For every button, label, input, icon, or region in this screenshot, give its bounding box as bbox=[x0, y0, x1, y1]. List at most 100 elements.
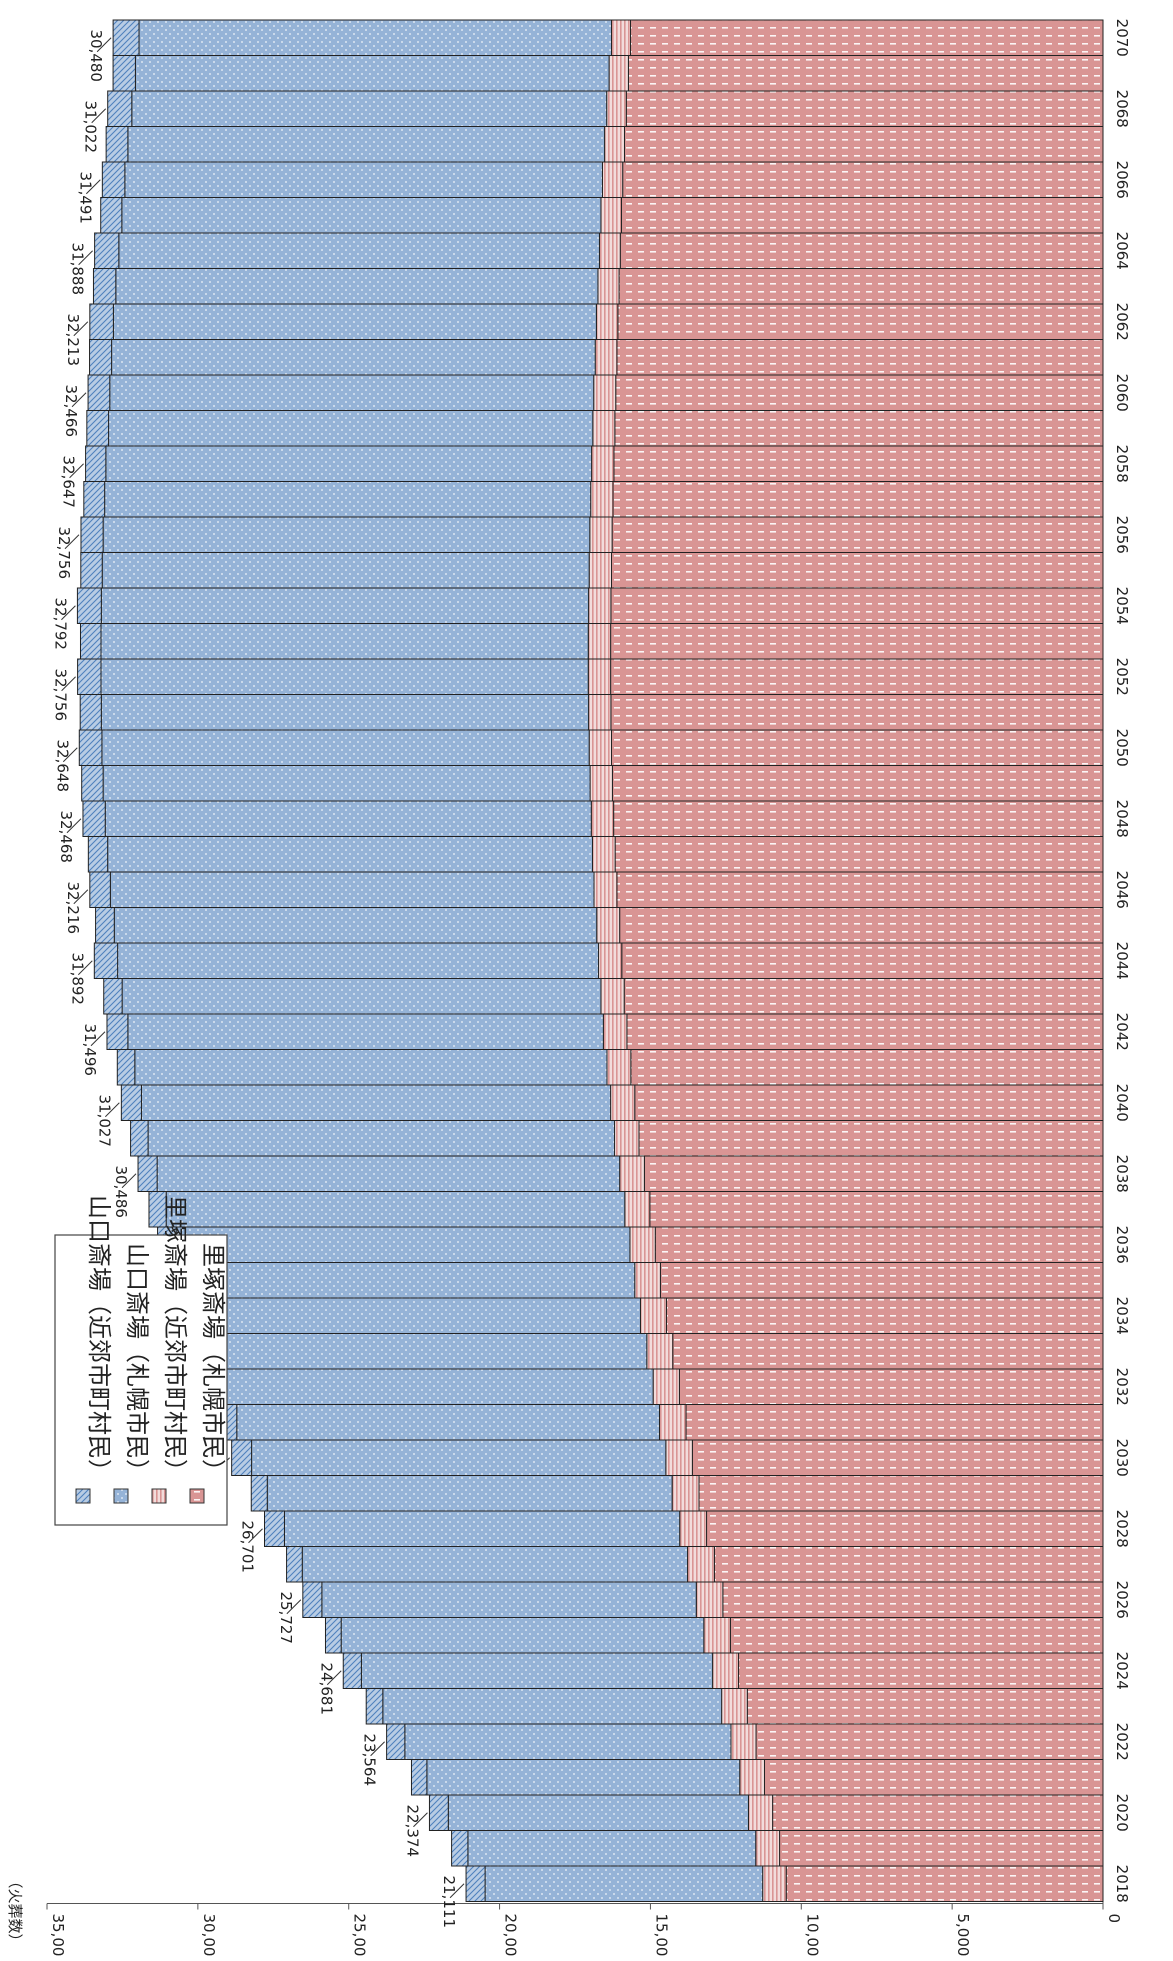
bar-satozuka-suburban bbox=[600, 197, 622, 234]
bar-yamaguchi-sapporo bbox=[100, 694, 590, 731]
legend-label: 里塚斎場（近郊市町村民） bbox=[161, 1195, 189, 1483]
category-tick-label: 2024 bbox=[1113, 1652, 1131, 1690]
bar-yamaguchi-suburban bbox=[89, 871, 111, 908]
total-leader-line bbox=[62, 747, 78, 763]
bar-satozuka-suburban bbox=[721, 1688, 748, 1725]
total-leader-line bbox=[96, 37, 112, 53]
bar-yamaguchi-suburban bbox=[85, 445, 107, 482]
category-tick-label: 2066 bbox=[1113, 161, 1131, 199]
bar-satozuka-sapporo bbox=[623, 126, 1104, 163]
bar-yamaguchi-suburban bbox=[80, 552, 103, 589]
category-tick-label: 2060 bbox=[1113, 374, 1131, 412]
bar-satozuka-suburban bbox=[652, 1368, 680, 1405]
bar-satozuka-suburban bbox=[588, 587, 612, 624]
category-tick-label: 2034 bbox=[1113, 1297, 1131, 1335]
bar-satozuka-sapporo bbox=[665, 1297, 1104, 1334]
category-tick-label: 2056 bbox=[1113, 516, 1131, 554]
bar-yamaguchi-suburban bbox=[101, 161, 126, 198]
bar-yamaguchi-suburban bbox=[86, 410, 110, 447]
value-tick-label: 20,000 bbox=[502, 1914, 520, 1958]
bar-satozuka-sapporo bbox=[619, 232, 1104, 269]
bar-satozuka-sapporo bbox=[614, 410, 1104, 447]
total-leader-line bbox=[91, 108, 107, 124]
bar-yamaguchi-sapporo bbox=[121, 978, 602, 1015]
total-leader-line bbox=[66, 818, 82, 834]
total-leader-line bbox=[104, 1102, 120, 1118]
bar-satozuka-sapporo bbox=[613, 800, 1104, 837]
bar-yamaguchi-suburban bbox=[264, 1510, 285, 1547]
bar-yamaguchi-suburban bbox=[428, 1794, 449, 1831]
bar-satozuka-sapporo bbox=[729, 1617, 1104, 1654]
bar-yamaguchi-sapporo bbox=[102, 516, 591, 553]
bar-yamaguchi-suburban bbox=[286, 1546, 303, 1583]
category-tick-label: 2064 bbox=[1113, 232, 1131, 270]
bar-yamaguchi-sapporo bbox=[134, 1049, 608, 1086]
bar-yamaguchi-suburban bbox=[80, 516, 104, 553]
bar-yamaguchi-suburban bbox=[130, 1120, 149, 1157]
bar-yamaguchi-sapporo bbox=[115, 268, 599, 305]
bar-yamaguchi-sapporo bbox=[175, 1226, 631, 1263]
bar-satozuka-sapporo bbox=[630, 1049, 1104, 1086]
bar-satozuka-suburban bbox=[762, 1865, 787, 1902]
bar-satozuka-sapporo bbox=[613, 445, 1104, 482]
bar-satozuka-suburban bbox=[606, 1049, 632, 1086]
value-tick-label: 30,000 bbox=[200, 1914, 218, 1958]
bar-yamaguchi-sapporo bbox=[109, 871, 595, 908]
bar-satozuka-suburban bbox=[591, 836, 616, 873]
bar-satozuka-sapporo bbox=[706, 1510, 1104, 1547]
bar-satozuka-suburban bbox=[590, 481, 614, 518]
bar-satozuka-suburban bbox=[665, 1439, 693, 1476]
bar-yamaguchi-sapporo bbox=[109, 374, 595, 411]
bar-yamaguchi-sapporo bbox=[447, 1794, 749, 1831]
bar-yamaguchi-sapporo bbox=[101, 552, 590, 589]
bar-yamaguchi-suburban bbox=[120, 1084, 142, 1121]
bar-satozuka-suburban bbox=[624, 1191, 651, 1228]
bar-yamaguchi-sapporo bbox=[404, 1723, 732, 1760]
bar-satozuka-sapporo bbox=[685, 1404, 1104, 1441]
category-tick-label: 2032 bbox=[1113, 1368, 1131, 1406]
category-tick-label: 2048 bbox=[1113, 800, 1131, 838]
bar-yamaguchi-suburban bbox=[112, 55, 136, 92]
category-tick-label: 2046 bbox=[1113, 871, 1131, 909]
category-tick-label: 2028 bbox=[1113, 1510, 1131, 1548]
bar-satozuka-suburban bbox=[589, 765, 613, 802]
bar-satozuka-sapporo bbox=[610, 587, 1104, 624]
bar-satozuka-suburban bbox=[608, 55, 629, 92]
bar-satozuka-sapporo bbox=[755, 1723, 1104, 1760]
category-tick-label: 2020 bbox=[1113, 1794, 1131, 1832]
bar-satozuka-suburban bbox=[703, 1617, 731, 1654]
bar-yamaguchi-suburban bbox=[87, 374, 111, 411]
bar-yamaguchi-suburban bbox=[107, 90, 133, 127]
bar-satozuka-suburban bbox=[593, 374, 617, 411]
total-data-label: 30,480 bbox=[87, 30, 105, 83]
bar-yamaguchi-suburban bbox=[79, 694, 102, 731]
bar-yamaguchi-sapporo bbox=[131, 90, 608, 127]
legend-label: 里塚斎場（札幌市民） bbox=[199, 1243, 227, 1483]
category-tick-label: 2050 bbox=[1113, 729, 1131, 767]
bar-yamaguchi-sapporo bbox=[134, 55, 610, 92]
bar-satozuka-suburban bbox=[591, 445, 615, 482]
bar-satozuka-suburban bbox=[658, 1404, 687, 1441]
bar-satozuka-suburban bbox=[594, 339, 618, 376]
bar-yamaguchi-suburban bbox=[116, 1049, 136, 1086]
bar-yamaguchi-sapporo bbox=[236, 1404, 660, 1441]
bar-yamaguchi-suburban bbox=[89, 303, 114, 340]
bar-yamaguchi-sapporo bbox=[107, 836, 593, 873]
bar-yamaguchi-sapporo bbox=[104, 481, 592, 518]
bar-satozuka-sapporo bbox=[616, 339, 1104, 376]
total-leader-line bbox=[413, 1812, 428, 1828]
bar-satozuka-sapporo bbox=[612, 481, 1104, 518]
category-tick-label: 2026 bbox=[1113, 1581, 1131, 1619]
bar-yamaguchi-sapporo bbox=[184, 1262, 636, 1299]
bar-yamaguchi-suburban bbox=[365, 1688, 384, 1725]
bar-satozuka-sapporo bbox=[643, 1155, 1104, 1192]
bar-yamaguchi-suburban bbox=[410, 1759, 428, 1796]
unit-label: （火葬数） bbox=[6, 1874, 24, 1949]
bar-yamaguchi-suburban bbox=[79, 623, 102, 660]
total-leader-line bbox=[73, 321, 89, 337]
category-tick-label: 2022 bbox=[1113, 1723, 1131, 1761]
bar-satozuka-sapporo bbox=[746, 1688, 1104, 1725]
bar-satozuka-sapporo bbox=[611, 729, 1104, 766]
bar-yamaguchi-suburban bbox=[89, 339, 113, 376]
bar-satozuka-suburban bbox=[634, 1262, 661, 1299]
